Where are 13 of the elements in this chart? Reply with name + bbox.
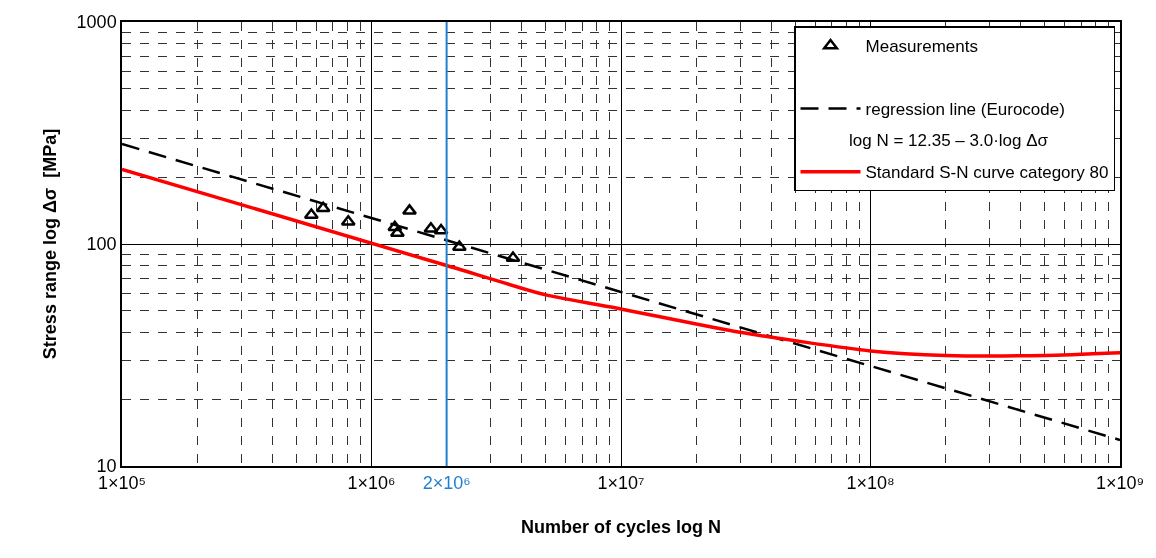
y-tick-label: 100 bbox=[86, 234, 117, 255]
ref-line-label: 2×10⁶ bbox=[422, 473, 471, 494]
legend-label: regression line (Eurocode) bbox=[865, 100, 1065, 120]
legend-label: Standard S-N curve category 80 bbox=[865, 163, 1109, 183]
x-axis-title: Number of cycles log N bbox=[520, 516, 722, 537]
annotation: log N = 12.35 – 3.0·log Δσ bbox=[849, 131, 1049, 150]
x-tick-label: 1×10⁸ bbox=[846, 473, 895, 494]
x-tick-label: 1×10⁶ bbox=[347, 473, 396, 494]
legend-label: Measurements bbox=[865, 37, 978, 57]
x-tick-label: 1×10⁷ bbox=[597, 473, 645, 494]
y-tick-label: 1000 bbox=[76, 12, 117, 33]
x-tick-label: 1×10⁹ bbox=[1095, 473, 1145, 494]
y-axis-title: Stress range log Δσ [MPa] bbox=[40, 128, 61, 360]
